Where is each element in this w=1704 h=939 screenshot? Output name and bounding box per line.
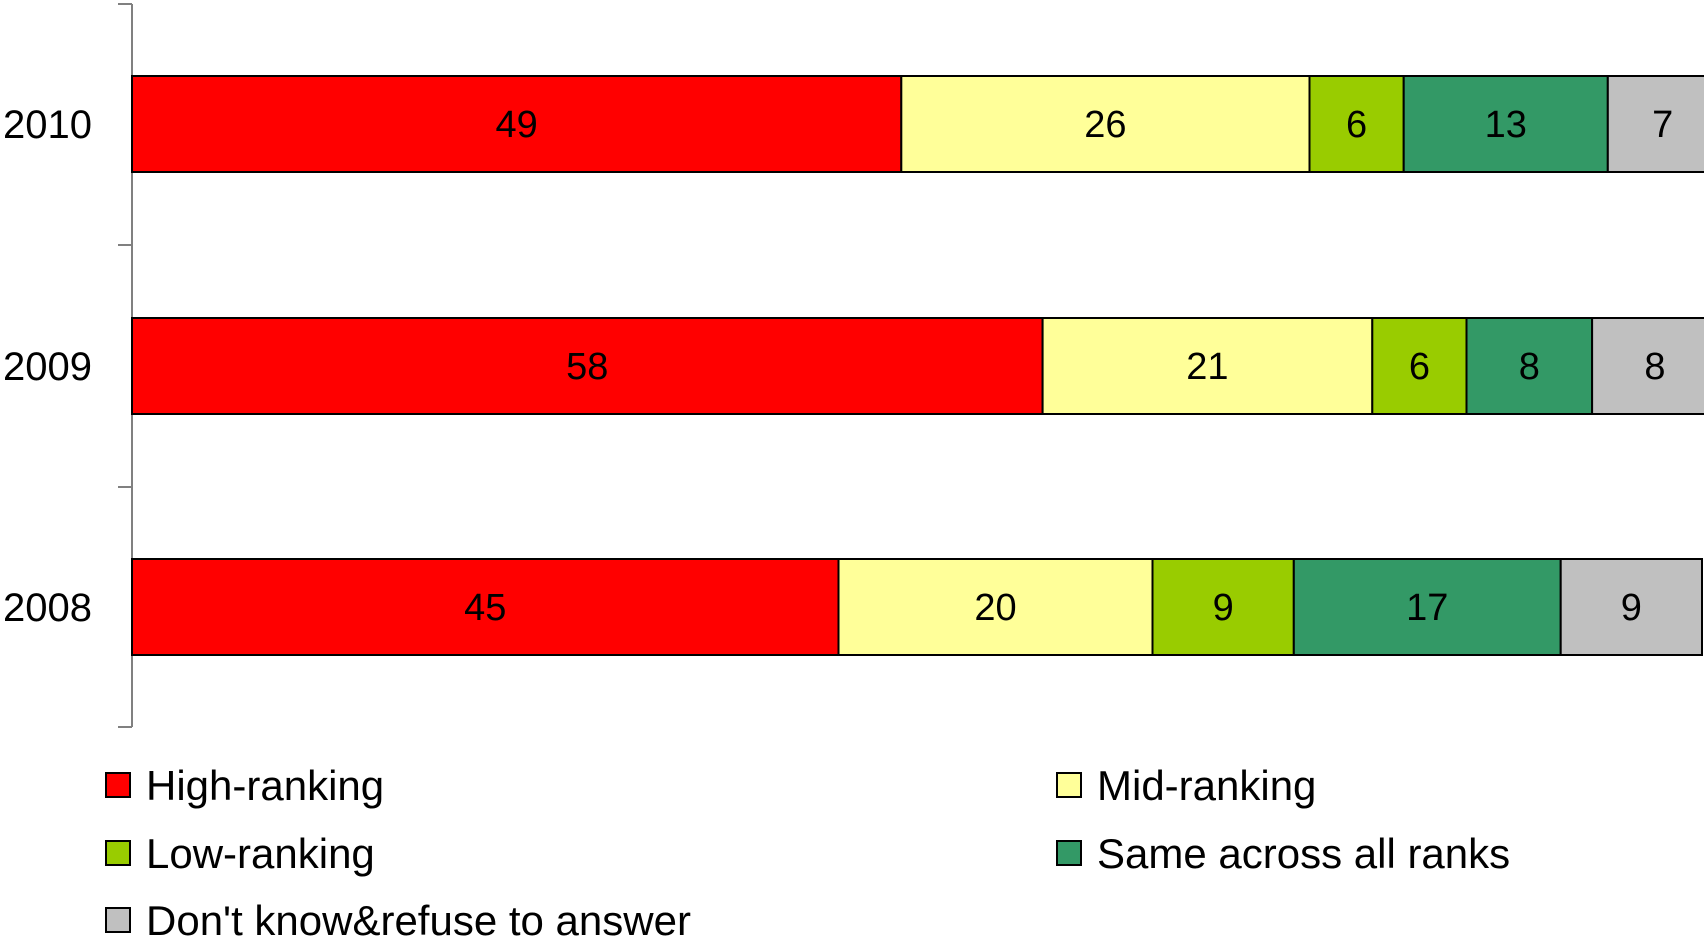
bar-2009-high-ranking [131,317,1044,415]
data-label-2009-high-ranking: 58 [566,346,608,388]
legend-swatch-mid-ranking [1056,772,1082,798]
data-label-2008-mid-ranking: 20 [974,587,1016,629]
bar-2010-high-ranking [131,75,903,173]
data-label-2009-low-ranking: 6 [1409,346,1430,388]
bar-2010-low-ranking [1308,75,1405,173]
data-label-2010-low-ranking: 6 [1346,104,1367,146]
legend-label-high-ranking: High-ranking [146,762,384,809]
data-label-2010-mid-ranking: 26 [1084,104,1126,146]
data-label-2010-high-ranking: 49 [496,104,538,146]
legend-label-low-ranking: Low-ranking [146,830,375,877]
data-label-2009-mid-ranking: 21 [1186,346,1228,388]
data-label-2008-don-t-know-refuse-to-answer: 9 [1621,587,1642,629]
legend-swatch-low-ranking [105,840,131,866]
bar-2010-same-across-all-ranks [1402,75,1609,173]
bar-2008-don-t-know-refuse-to-answer [1559,558,1703,656]
legend-label-mid-ranking: Mid-ranking [1097,762,1316,809]
data-label-2010-don-t-know-refuse-to-answer: 7 [1652,104,1673,146]
data-label-2008-low-ranking: 9 [1213,587,1234,629]
bar-2008-high-ranking [131,558,840,656]
bar-2008-low-ranking [1151,558,1295,656]
bar-2008-mid-ranking [837,558,1154,656]
category-label-2010: 2010 [3,103,92,147]
category-label-2009: 2009 [3,345,92,389]
category-label-2008: 2008 [3,586,92,630]
category-labels: 2010 2009 2008 [3,103,92,630]
bar-2009-low-ranking [1371,317,1468,415]
legend-swatch-don-t-know-refuse-to-answer [105,907,131,933]
bar-2009-same-across-all-ranks [1465,317,1594,415]
data-label-2008-same-across-all-ranks: 17 [1406,587,1448,629]
legend-label-don-t-know-refuse-to-answer: Don't know&refuse to answer [146,897,691,939]
bar-2009-don-t-know-refuse-to-answer [1591,317,1704,415]
legend-swatch-same-across-all-ranks [1056,840,1082,866]
category-axis [118,3,133,728]
legend: High-ranking Mid-ranking Low-ranking Same a… [105,762,1510,939]
bar-2010-mid-ranking [900,75,1311,173]
bars: 49 26 6 13 7 58 21 6 8 8 45 20 9 17 9 [131,75,1704,656]
bar-2010-don-t-know-refuse-to-answer [1606,75,1704,173]
bar-2009-mid-ranking [1041,317,1374,415]
legend-label-same-across-all-ranks: Same across all ranks [1097,830,1510,877]
data-label-2009-don-t-know-refuse-to-answer: 8 [1644,346,1665,388]
data-label-2008-high-ranking: 45 [464,587,506,629]
data-label-2009-same-across-all-ranks: 8 [1519,346,1540,388]
data-label-2010-same-across-all-ranks: 13 [1485,104,1527,146]
legend-swatch-high-ranking [105,772,131,798]
